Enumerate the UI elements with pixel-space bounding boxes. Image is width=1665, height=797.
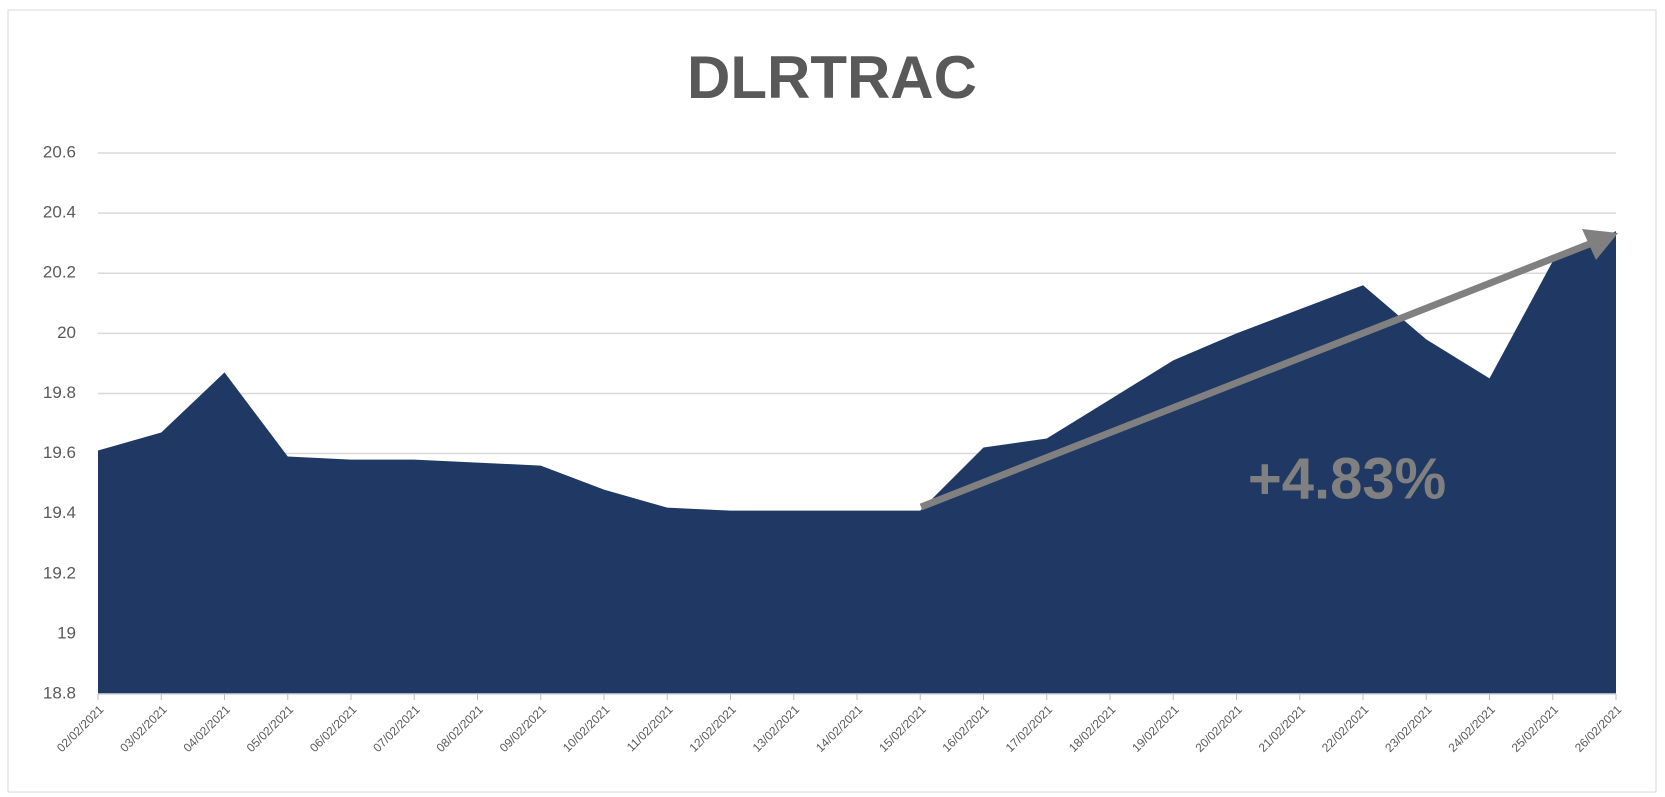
y-tick-label: 19.4	[43, 503, 76, 522]
y-tick-label: 19.2	[43, 563, 76, 582]
chart-title: DLRTRAC	[687, 44, 977, 111]
y-tick-label: 18.8	[43, 683, 76, 702]
y-tick-label: 19	[57, 623, 76, 642]
area	[98, 231, 1616, 694]
y-tick-label: 20.2	[43, 263, 76, 282]
annotation: +4.83%	[1248, 446, 1446, 511]
arrow-head	[1582, 229, 1618, 260]
y-tick-label: 19.6	[43, 443, 76, 462]
y-tick-label: 19.8	[43, 383, 76, 402]
y-tick-label: 20.4	[43, 203, 76, 222]
y-tick-label: 20	[57, 323, 76, 342]
y-tick-label: 20.6	[43, 142, 76, 161]
trend-arrow	[919, 239, 1594, 511]
